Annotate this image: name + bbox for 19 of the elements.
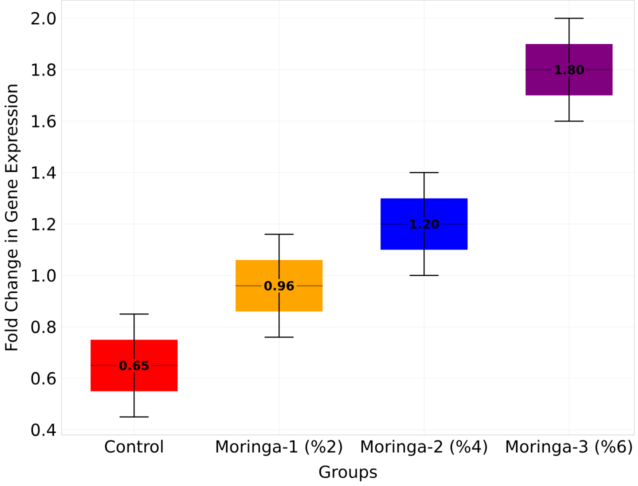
annotation: 1.20: [410, 219, 439, 229]
y-tick-label: 1.4: [32, 166, 56, 179]
x-tick-label: Moringa-1 (%2): [216, 440, 342, 456]
y-tick-label: 1.8: [32, 63, 56, 76]
y-tick-label: 2.0: [31, 12, 56, 25]
y-axis-title: Fold Change in Gene Expression: [4, 84, 21, 350]
x-tick-label: Control: [104, 440, 163, 453]
annotation: 0.96: [264, 281, 294, 291]
y-tick-label: 1.0: [32, 269, 56, 282]
y-tick-label: 0.8: [31, 320, 56, 334]
y-tick-label: 0.4: [31, 424, 56, 436]
annotation: 0.65: [119, 360, 149, 370]
x-tick-label: Moringa-3 (%6): [506, 440, 632, 456]
annotation: 1.80: [555, 65, 584, 74]
y-tick-label: 1.2: [32, 218, 56, 230]
x-tick-label: Moringa-2 (%4): [361, 440, 487, 456]
x-axis-title: Groups: [319, 466, 377, 482]
y-tick-label: 0.6: [31, 372, 56, 385]
y-tick-label: 1.6: [32, 114, 56, 128]
